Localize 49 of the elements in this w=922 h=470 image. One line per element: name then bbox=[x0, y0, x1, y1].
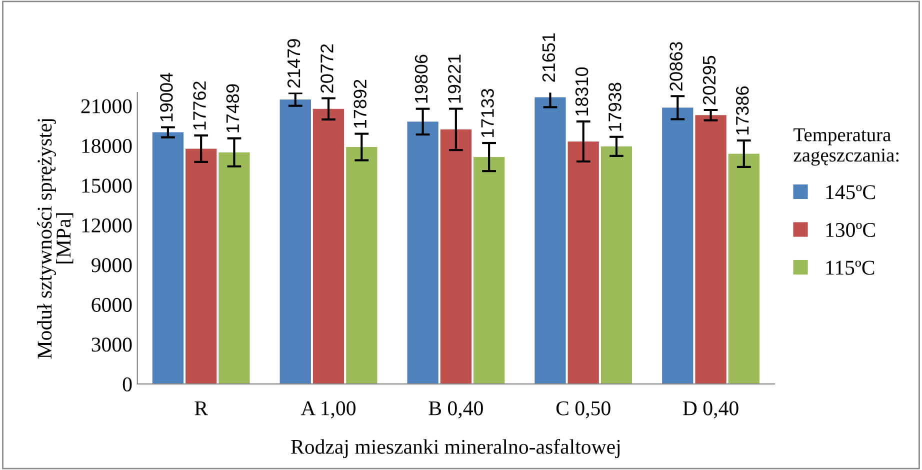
data-label: 18310 bbox=[575, 67, 588, 116]
bar bbox=[312, 108, 344, 384]
y-tick-label: 9000 bbox=[92, 258, 132, 272]
bar bbox=[218, 152, 250, 384]
data-label: 20772 bbox=[320, 44, 334, 93]
x-tick-label: A 1,00 bbox=[300, 401, 356, 418]
x-tick-label: C 0,50 bbox=[556, 401, 610, 418]
data-label: 21651 bbox=[542, 33, 556, 82]
y-tick-label: 12000 bbox=[82, 218, 132, 232]
x-tick-label: B 0,40 bbox=[428, 401, 483, 418]
legend-title: Temperatura zagęszczania: bbox=[794, 128, 899, 166]
y-tick-label: 15000 bbox=[82, 178, 132, 193]
data-label: 17133 bbox=[481, 88, 494, 138]
y-axis-title: Moduł sztywności sprężystej [MPa] bbox=[37, 119, 74, 359]
bar bbox=[600, 146, 632, 384]
bar bbox=[407, 122, 438, 384]
bar bbox=[568, 141, 599, 384]
data-label: 17892 bbox=[354, 80, 366, 128]
data-label: 19221 bbox=[448, 54, 461, 103]
y-tick-label: 0 bbox=[122, 377, 132, 392]
data-label: 19004 bbox=[160, 72, 173, 122]
x-tick-label: D 0,40 bbox=[683, 401, 738, 418]
data-label: 20295 bbox=[702, 56, 716, 104]
bar bbox=[728, 154, 760, 384]
data-label: 17489 bbox=[226, 84, 240, 132]
data-label: 17386 bbox=[736, 86, 749, 134]
data-label: 17938 bbox=[608, 82, 622, 131]
legend-label: 145ºC bbox=[826, 185, 875, 200]
bar bbox=[534, 97, 566, 384]
bar bbox=[346, 147, 378, 384]
x-axis-title: Rodzaj mieszanki mineralno-asfaltowej bbox=[291, 438, 620, 458]
x-tick-label: R bbox=[194, 401, 208, 416]
data-label: 20863 bbox=[670, 42, 682, 91]
bar bbox=[280, 99, 311, 384]
bar bbox=[152, 132, 184, 384]
y-tick-label: 18000 bbox=[82, 138, 132, 154]
legend-label: 115ºC bbox=[826, 260, 874, 275]
legend-label: 130ºC bbox=[826, 222, 875, 237]
data-label: 19806 bbox=[414, 54, 428, 103]
bar bbox=[186, 148, 217, 384]
bar bbox=[662, 108, 694, 384]
y-tick-label: 6000 bbox=[92, 298, 132, 312]
data-label: 17762 bbox=[193, 82, 206, 130]
bar bbox=[695, 115, 726, 384]
data-label: 21479 bbox=[287, 39, 300, 88]
bar bbox=[473, 157, 505, 384]
bar bbox=[440, 129, 472, 384]
y-tick-label: 3000 bbox=[92, 338, 132, 352]
y-tick-label: 21000 bbox=[81, 99, 132, 114]
